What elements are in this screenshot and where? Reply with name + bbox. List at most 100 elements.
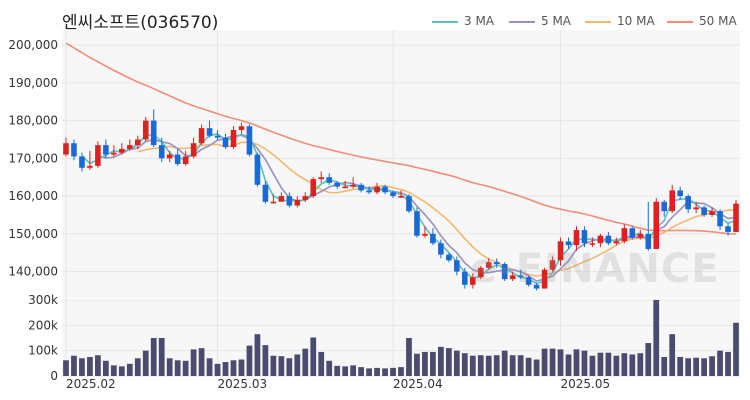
volume-bar xyxy=(605,352,612,376)
legend-label: 3 MA xyxy=(464,14,495,28)
candle-body xyxy=(142,120,149,140)
volume-tick-label: 100k xyxy=(28,344,58,358)
chart-title: 엔씨소프트(036570) xyxy=(62,13,219,33)
candle-body xyxy=(119,148,125,153)
volume-bar xyxy=(581,350,588,376)
watermark: e-FINANCE xyxy=(470,246,720,292)
candle-body xyxy=(725,226,731,232)
volume-bar xyxy=(733,322,739,376)
volume-bar xyxy=(286,358,293,376)
volume-bar xyxy=(398,367,404,376)
candle-body xyxy=(406,196,412,212)
volume-bar xyxy=(525,357,532,376)
price-tick-label: 150,000 xyxy=(8,227,58,241)
candle-body xyxy=(230,130,237,148)
candle-body xyxy=(127,145,133,149)
x-tick-label: 2025.03 xyxy=(218,377,268,391)
volume-bar xyxy=(190,349,197,376)
x-tick-label: 2025.05 xyxy=(561,377,611,391)
volume-bar xyxy=(597,352,604,376)
volume-bar xyxy=(110,365,117,376)
x-tick-label: 2025.02 xyxy=(66,377,116,391)
candle-body xyxy=(95,145,101,166)
candle-body xyxy=(629,228,636,238)
volume-bar xyxy=(71,355,77,376)
volume-bar xyxy=(222,362,229,376)
volume-bar xyxy=(126,363,133,376)
volume-bar xyxy=(95,355,101,376)
candle-body xyxy=(469,277,476,285)
volume-bar xyxy=(270,355,277,376)
candle-body xyxy=(334,182,340,187)
volume-bar xyxy=(374,367,380,376)
candle-body xyxy=(693,207,699,210)
volume-bar xyxy=(198,348,205,376)
volume-bar xyxy=(63,360,69,376)
candle-body xyxy=(717,211,723,227)
candle-body xyxy=(597,235,604,244)
volume-bar xyxy=(701,358,707,376)
candle-body xyxy=(446,254,452,261)
candle-body xyxy=(454,260,460,272)
candle-body xyxy=(158,145,165,159)
candle-body xyxy=(701,207,707,215)
candle-body xyxy=(182,156,189,164)
candle-body xyxy=(342,186,348,189)
legend-label: 5 MA xyxy=(541,14,572,28)
price-tick-label: 170,000 xyxy=(8,151,58,165)
candle-body xyxy=(278,196,285,202)
volume-bar xyxy=(557,349,564,376)
candle-body xyxy=(111,152,117,155)
volume-bar xyxy=(79,358,85,376)
candle-body xyxy=(605,235,612,244)
volume-bar xyxy=(422,351,428,376)
candle-body xyxy=(438,243,444,255)
legend-swatch xyxy=(585,20,611,23)
volume-bar xyxy=(134,358,141,376)
candle-body xyxy=(462,271,468,285)
volume-bar xyxy=(709,356,715,376)
volume-bar xyxy=(414,353,420,376)
candle-body xyxy=(238,126,245,131)
candlesticks xyxy=(63,109,739,291)
volume-bar xyxy=(230,360,237,376)
volume-bar xyxy=(406,338,412,376)
price-tick-label: 140,000 xyxy=(8,265,58,279)
volume-bar xyxy=(102,360,109,376)
volume-bar xyxy=(150,338,157,376)
candle-body xyxy=(613,241,620,244)
candle-body xyxy=(326,177,333,183)
volume-bars xyxy=(63,300,739,376)
volume-bar xyxy=(453,350,460,376)
volume-bar xyxy=(461,353,468,376)
candle-body xyxy=(134,139,141,146)
candle-body xyxy=(150,120,157,146)
candle-body xyxy=(71,143,77,157)
candle-body xyxy=(79,156,85,168)
candle-body xyxy=(637,233,644,238)
volume-bar xyxy=(637,353,644,376)
volume-axis: 300k 200k 100k 0 xyxy=(28,293,58,383)
volume-bar xyxy=(278,356,285,376)
volume-bar xyxy=(358,367,364,376)
candle-body xyxy=(677,190,683,197)
volume-bar xyxy=(326,360,333,376)
volume-bar xyxy=(645,343,652,376)
volume-bar xyxy=(541,348,548,376)
volume-bar xyxy=(669,334,676,376)
volume-bar xyxy=(382,368,388,376)
volume-bar xyxy=(613,355,620,376)
candle-body xyxy=(270,201,277,204)
ma-50-line xyxy=(65,42,737,235)
volume-bar xyxy=(310,337,317,376)
candle-body xyxy=(541,269,548,289)
candle-body xyxy=(645,233,652,249)
volume-tick-label: 0 xyxy=(50,369,58,383)
price-tick-label: 190,000 xyxy=(8,76,58,90)
x-axis: 2025.02 2025.03 2025.04 2025.05 xyxy=(66,377,610,391)
candle-body xyxy=(262,184,269,202)
candle-body xyxy=(621,228,628,242)
volume-bar xyxy=(549,348,556,376)
candle-body xyxy=(318,177,325,180)
